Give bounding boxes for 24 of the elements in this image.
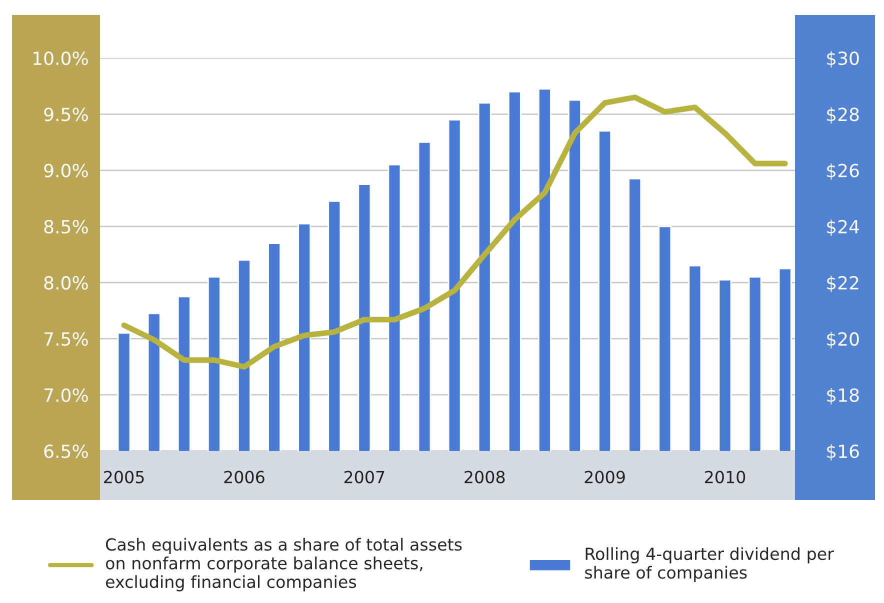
x-tick-label: 2010 [705,470,746,484]
y-tick-label: 7.0% [44,388,88,402]
y2-tick-label: $26 [827,163,859,180]
y-tick-label: 10.0% [34,51,88,66]
y-tick-label: 9.0% [44,164,88,178]
y-tick-label: 6.5% [44,444,88,458]
y2-tick-label: $22 [827,276,858,292]
y-tick-label: 8.0% [44,276,88,290]
x-tick-label: 2009 [584,470,625,484]
y-tick-label: 8.5% [44,220,88,234]
y2-tick-label: $28 [827,107,859,124]
x-tick-label: 2007 [344,470,384,484]
y2-tick-label: $16 [827,444,859,461]
y2-tick-label: $24 [827,220,860,236]
x-tick-label: 2008 [464,470,505,484]
y2-tick-label: $20 [827,332,859,348]
y2-tick-label: $30 [827,51,859,68]
y2-tick-label: $18 [827,388,859,404]
y-tick-label: 9.5% [44,108,88,122]
legend-label: Cash equivalents as a share of total assets on nonfarm corporate balance sheets, excluding financial companies [106,538,462,592]
y-tick-label: 7.5% [44,332,88,346]
x-tick-label: 2006 [224,470,264,484]
x-tick-label: 2005 [104,470,144,484]
legend-label: Rolling 4-quarter dividend per share of companies [585,547,834,582]
